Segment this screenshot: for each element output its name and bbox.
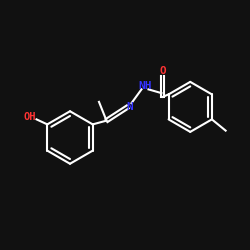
Text: NH: NH	[138, 80, 152, 90]
Text: OH: OH	[24, 112, 36, 122]
Text: N: N	[126, 102, 133, 112]
Text: O: O	[159, 66, 166, 76]
